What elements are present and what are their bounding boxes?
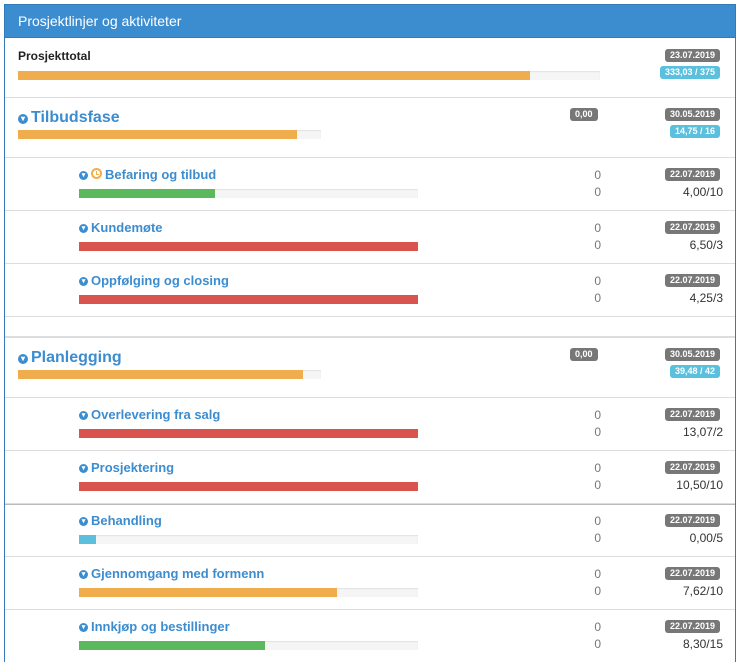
task-value-1: 0	[594, 408, 601, 422]
task-date-badge: 22.07.2019	[664, 408, 720, 421]
task-date-badge: 22.07.2019	[664, 221, 720, 234]
task-title[interactable]: ▾ Prosjektering	[79, 460, 174, 475]
task-row[interactable]: ▾ Oppfølging og closing 0 0 22.07.2019 4,…	[5, 264, 735, 317]
phase-progress-fill	[18, 370, 303, 379]
task-progress	[79, 242, 418, 251]
task-title[interactable]: ▾ Befaring og tilbud	[79, 167, 216, 182]
task-value-2: 0	[594, 584, 601, 598]
project-total-hours-badge: 333,03 / 375	[659, 66, 720, 79]
task-hours-ratio: 8,30/15	[682, 637, 723, 651]
project-total-row: Prosjekttotal 23.07.2019 333,03 / 375	[5, 38, 735, 98]
task-row[interactable]: ▾ Behandling 0 0 22.07.2019 0,00/5	[5, 504, 735, 557]
task-row[interactable]: ▾ Gjennomgang med formenn 0 0 22.07.2019 …	[5, 557, 735, 610]
phase-hours-badge: 14,75 / 16	[669, 125, 720, 138]
expand-circle-icon[interactable]: ▾	[18, 114, 28, 124]
project-total-progress-fill	[18, 71, 531, 80]
phase-spacer	[5, 317, 735, 338]
task-progress-fill	[79, 189, 215, 198]
expand-circle-icon[interactable]: ▾	[79, 517, 88, 526]
task-hours-ratio: 10,50/10	[676, 478, 723, 492]
project-total-date-badge: 23.07.2019	[664, 49, 720, 62]
expand-circle-icon[interactable]: ▾	[79, 171, 88, 180]
task-date-badge: 22.07.2019	[664, 461, 720, 474]
task-hours-ratio: 4,00/10	[682, 185, 723, 199]
task-value-2: 0	[594, 531, 601, 545]
panel-title: Prosjektlinjer og aktiviteter	[5, 5, 735, 38]
task-value-1: 0	[594, 461, 601, 475]
phase-title[interactable]: ▾ Tilbudsfase	[18, 109, 120, 127]
phase-progress	[18, 130, 321, 139]
task-date-badge: 22.07.2019	[664, 168, 720, 181]
task-progress	[79, 295, 418, 304]
task-title[interactable]: ▾ Kundemøte	[79, 220, 163, 235]
task-title[interactable]: ▾ Overlevering fra salg	[79, 407, 220, 422]
task-row[interactable]: ▾ Kundemøte 0 0 22.07.2019 6,50/3	[5, 211, 735, 264]
task-value-2: 0	[594, 637, 601, 651]
task-progress	[79, 588, 418, 597]
task-row[interactable]: ▾ Innkjøp og bestillinger 0 0 22.07.2019 …	[5, 610, 735, 662]
phase-date-badge: 30.05.2019	[664, 348, 720, 361]
task-value-2: 0	[594, 238, 601, 252]
phase-title[interactable]: ▾ Planlegging	[18, 349, 122, 367]
expand-circle-icon[interactable]: ▾	[79, 277, 88, 286]
task-progress-fill	[79, 295, 418, 304]
task-hours-ratio: 4,25/3	[689, 291, 723, 305]
task-progress	[79, 535, 418, 544]
task-title[interactable]: ▾ Oppfølging og closing	[79, 273, 229, 288]
task-date-badge: 22.07.2019	[664, 514, 720, 527]
task-progress	[79, 189, 418, 198]
task-value-1: 0	[594, 221, 601, 235]
phase-date-badge: 30.05.2019	[664, 108, 720, 121]
expand-circle-icon[interactable]: ▾	[79, 570, 88, 579]
task-date-badge: 22.07.2019	[664, 620, 720, 633]
task-hours-ratio: 0,00/5	[689, 531, 723, 545]
task-progress-fill	[79, 641, 266, 650]
task-title[interactable]: ▾ Behandling	[79, 513, 162, 528]
task-hours-ratio: 7,62/10	[682, 584, 723, 598]
task-hours-ratio: 6,50/3	[689, 238, 723, 252]
phase-zero-badge: 0,00	[570, 348, 598, 361]
expand-circle-icon[interactable]: ▾	[79, 224, 88, 233]
task-title[interactable]: ▾ Gjennomgang med formenn	[79, 566, 264, 581]
task-value-1: 0	[594, 514, 601, 528]
phase-row[interactable]: ▾ Tilbudsfase 0,00 30.05.2019 14,75 / 16	[5, 98, 735, 158]
task-value-2: 0	[594, 291, 601, 305]
clock-icon	[91, 168, 102, 179]
phase-row[interactable]: ▾ Planlegging 0,00 30.05.2019 39,48 / 42	[5, 338, 735, 398]
project-lines-panel: Prosjektlinjer og aktiviteter Prosjektto…	[4, 4, 736, 662]
task-row[interactable]: ▾ Befaring og tilbud 0 0 22.07.2019 4,00/…	[5, 158, 735, 211]
phase-progress-fill	[18, 130, 297, 139]
expand-circle-icon[interactable]: ▾	[79, 464, 88, 473]
task-value-1: 0	[594, 274, 601, 288]
task-value-1: 0	[594, 567, 601, 581]
task-row[interactable]: ▾ Prosjektering 0 0 22.07.2019 10,50/10	[5, 451, 735, 504]
task-value-1: 0	[594, 620, 601, 634]
task-title[interactable]: ▾ Innkjøp og bestillinger	[79, 619, 230, 634]
task-progress	[79, 429, 418, 438]
expand-circle-icon[interactable]: ▾	[79, 411, 88, 420]
task-value-2: 0	[594, 478, 601, 492]
task-progress-fill	[79, 482, 418, 491]
phase-progress	[18, 370, 321, 379]
task-date-badge: 22.07.2019	[664, 274, 720, 287]
task-progress-fill	[79, 429, 418, 438]
task-row[interactable]: ▾ Overlevering fra salg 0 0 22.07.2019 13…	[5, 398, 735, 451]
task-date-badge: 22.07.2019	[664, 567, 720, 580]
task-progress	[79, 482, 418, 491]
phase-zero-badge: 0,00	[570, 108, 598, 121]
expand-circle-icon[interactable]: ▾	[18, 354, 28, 364]
project-total-label: Prosjekttotal	[18, 49, 91, 63]
task-value-2: 0	[594, 425, 601, 439]
task-hours-ratio: 13,07/2	[682, 425, 723, 439]
task-progress-fill	[79, 242, 418, 251]
phase-hours-badge: 39,48 / 42	[669, 365, 720, 378]
expand-circle-icon[interactable]: ▾	[79, 623, 88, 632]
project-total-progress	[18, 71, 600, 80]
task-progress	[79, 641, 418, 650]
task-value-1: 0	[594, 168, 601, 182]
task-progress-fill	[79, 588, 337, 597]
task-progress-fill	[79, 535, 96, 544]
task-value-2: 0	[594, 185, 601, 199]
